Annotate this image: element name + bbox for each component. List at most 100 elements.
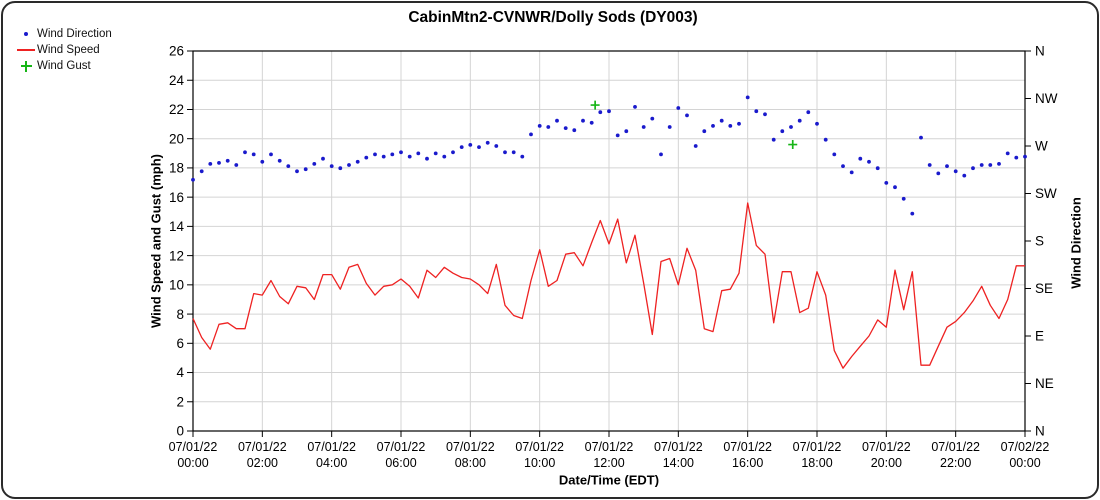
wind-direction-point [901, 196, 906, 201]
x-tick-time: 08:00 [455, 456, 486, 470]
wind-direction-point [615, 133, 620, 138]
wind-direction-point [962, 173, 967, 178]
x-tick-date: 07/01/22 [793, 440, 842, 454]
wind-direction-point [277, 158, 282, 163]
wind-direction-point [624, 129, 629, 134]
wind-direction-point [390, 152, 395, 157]
wind-direction-point [711, 124, 715, 128]
wind-direction-point [815, 121, 819, 126]
wind-direction-point [841, 164, 845, 169]
x-tick-time: 02:00 [247, 456, 278, 470]
plus-marker-icon [15, 60, 37, 72]
wind-direction-point [260, 159, 265, 164]
gridlines [193, 51, 1025, 431]
wind-direction-point [251, 152, 256, 157]
right-tick-label: NE [1035, 376, 1054, 391]
chart-title: CabinMtn2-CVNWR/Dolly Sods (DY003) [408, 9, 698, 26]
wind-direction-point [754, 109, 759, 114]
wind-direction-point [607, 109, 611, 114]
line-marker-icon [15, 49, 37, 51]
x-tick-time: 18:00 [801, 456, 832, 470]
legend-item-label: Wind Direction [37, 28, 112, 40]
right-tick-label: N [1035, 424, 1045, 439]
wind-direction-point [650, 116, 655, 121]
wind-direction-point [303, 167, 308, 172]
x-tick-date: 07/01/22 [723, 440, 772, 454]
wind-direction-point [884, 181, 889, 185]
wind-direction-point [217, 161, 221, 165]
x-tick-time: 04:00 [316, 456, 347, 470]
wind-direction-point [494, 144, 499, 148]
x-tick-time: 00:00 [177, 456, 208, 470]
wind-direction-point [806, 110, 811, 115]
wind-direction-point [468, 143, 473, 147]
x-tick-time: 20:00 [871, 456, 902, 470]
x-tick-time: 12:00 [593, 456, 624, 470]
left-tick-label: 16 [169, 190, 184, 205]
wind-direction-point [442, 154, 447, 159]
left-tick-label: 2 [176, 394, 184, 409]
left-tick-label: 22 [169, 102, 184, 117]
right-tick-label: W [1035, 139, 1048, 154]
wind-direction-point [407, 154, 412, 159]
wind-direction-point [919, 135, 923, 140]
left-tick-label: 4 [176, 365, 184, 380]
wind-direction-point [953, 169, 958, 174]
legend-item-label: Wind Gust [37, 60, 91, 72]
wind-direction-points [191, 95, 1027, 216]
wind-direction-point [529, 132, 533, 137]
left-tick-label: 24 [169, 73, 185, 88]
left-tick-label: 8 [176, 307, 184, 322]
left-tick-label: 14 [169, 219, 185, 234]
wind-direction-point [381, 154, 386, 159]
wind-direction-point [737, 121, 741, 126]
x-tick-time: 00:00 [1009, 456, 1040, 470]
wind-direction-point [546, 125, 551, 129]
left-tick-label: 0 [176, 424, 184, 439]
wind-direction-point [893, 185, 897, 190]
wind-direction-point [945, 164, 949, 169]
wind-direction-point [633, 105, 637, 109]
wind-direction-point [485, 140, 490, 145]
right-tick-label: S [1035, 234, 1044, 249]
wind-direction-point [208, 162, 213, 166]
wind-direction-point [771, 137, 776, 142]
wind-direction-point [702, 129, 707, 134]
wind-direction-point [667, 125, 672, 129]
left-axis-title: Wind Speed and Gust (mph) [148, 154, 164, 328]
wind-direction-point [910, 211, 915, 216]
wind-direction-point [927, 163, 932, 167]
wind-direction-point [797, 118, 802, 123]
wind-direction-point [321, 156, 325, 161]
wind-direction-point [936, 171, 941, 176]
right-tick-label: SE [1035, 281, 1053, 296]
left-tick-label: 26 [169, 44, 184, 59]
wind-direction-point [719, 118, 724, 123]
wind-direction-point [225, 158, 230, 163]
wind-direction-point [191, 177, 195, 182]
left-tick-label: 20 [169, 131, 184, 146]
wind-direction-point [685, 113, 689, 118]
wind-direction-point [823, 137, 828, 142]
wind-direction-point [338, 166, 343, 171]
wind-direction-point [503, 150, 507, 155]
wind-gust-markers [590, 100, 798, 150]
wind-direction-point [589, 120, 594, 125]
right-tick-label: NW [1035, 91, 1058, 106]
wind-direction-point [563, 126, 568, 130]
right-tick-label: SW [1035, 186, 1057, 201]
legend-item-wind-speed: Wind Speed [15, 42, 112, 58]
wind-direction-point [693, 144, 698, 148]
x-tick-date: 07/01/22 [515, 440, 564, 454]
wind-gust-marker [590, 100, 600, 110]
left-tick-label: 18 [169, 161, 184, 176]
x-tick-date: 07/01/22 [654, 440, 703, 454]
right-axis: N NW W SW S SE E NE N [1025, 44, 1058, 439]
wind-direction-point [780, 129, 785, 134]
x-tick-time: 06:00 [385, 456, 416, 470]
wind-direction-point [676, 106, 681, 110]
x-tick-date: 07/01/22 [931, 440, 980, 454]
left-tick-label: 6 [176, 336, 184, 351]
